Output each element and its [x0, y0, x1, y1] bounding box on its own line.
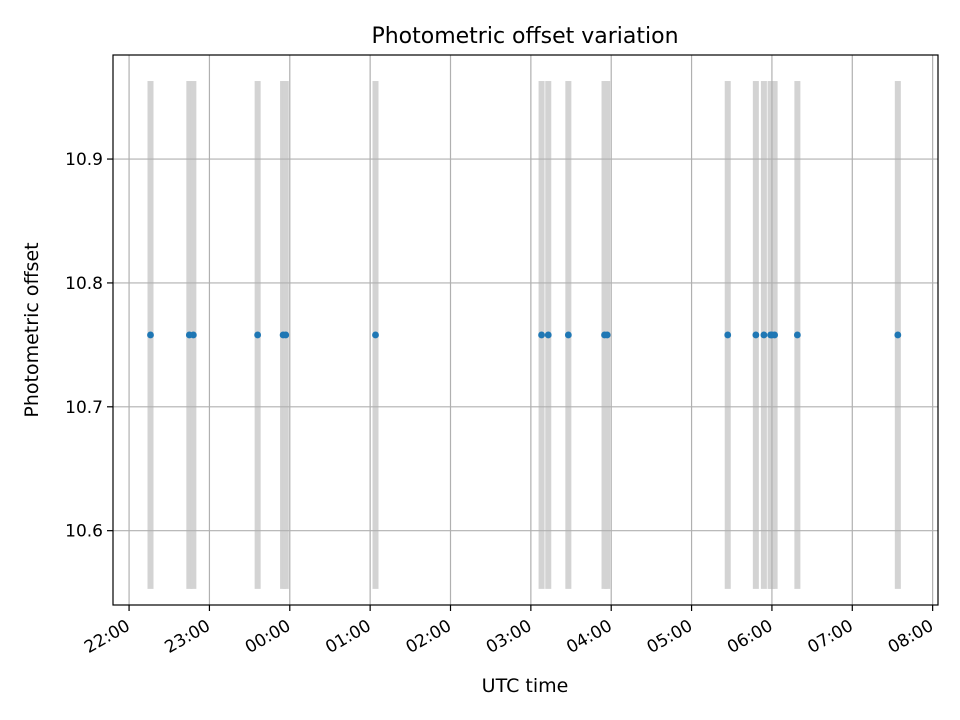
x-tick-label: 02:00	[403, 616, 455, 658]
chart-title: Photometric offset variation	[371, 24, 678, 49]
data-point	[254, 331, 262, 339]
grid-layer	[113, 55, 938, 605]
x-axis-label: UTC time	[482, 675, 569, 697]
y-tick-label: 10.6	[65, 522, 103, 542]
data-point	[147, 331, 154, 339]
x-tick-label: 03:00	[483, 616, 535, 658]
data-point	[752, 331, 760, 339]
x-tick-label: 01:00	[322, 616, 374, 658]
data-point	[771, 331, 779, 339]
data-point	[894, 331, 902, 339]
x-tick-label: 08:00	[885, 616, 937, 658]
data-point	[544, 331, 552, 339]
y-axis-label: Photometric offset	[21, 242, 43, 417]
y-tick-label: 10.8	[65, 274, 103, 294]
data-point	[538, 331, 545, 339]
data-point	[564, 331, 572, 339]
x-tick-label: 00:00	[242, 616, 294, 658]
x-axis: 22:00 23:00 00:00 01:00 02:00 03:00 04:00 05:00…	[81, 605, 937, 658]
data-point	[724, 331, 732, 339]
x-tick-label: 22:00	[81, 616, 133, 658]
y-tick-label: 10.7	[65, 398, 103, 418]
data-point	[189, 331, 197, 339]
point-layer	[147, 331, 902, 339]
data-point	[603, 331, 611, 339]
x-tick-label: 04:00	[563, 616, 615, 658]
x-tick-label: 23:00	[161, 616, 213, 658]
y-tick-label: 10.9	[65, 150, 103, 170]
data-point	[282, 331, 290, 339]
data-point	[372, 331, 379, 339]
x-tick-label: 07:00	[804, 616, 856, 658]
data-point	[793, 331, 801, 339]
plot-frame	[112, 54, 939, 606]
x-tick-label: 05:00	[644, 616, 696, 658]
y-axis: 10.6 10.7 10.8 10.9	[65, 150, 113, 542]
x-tick-label: 06:00	[724, 616, 776, 658]
data-point	[760, 331, 768, 339]
